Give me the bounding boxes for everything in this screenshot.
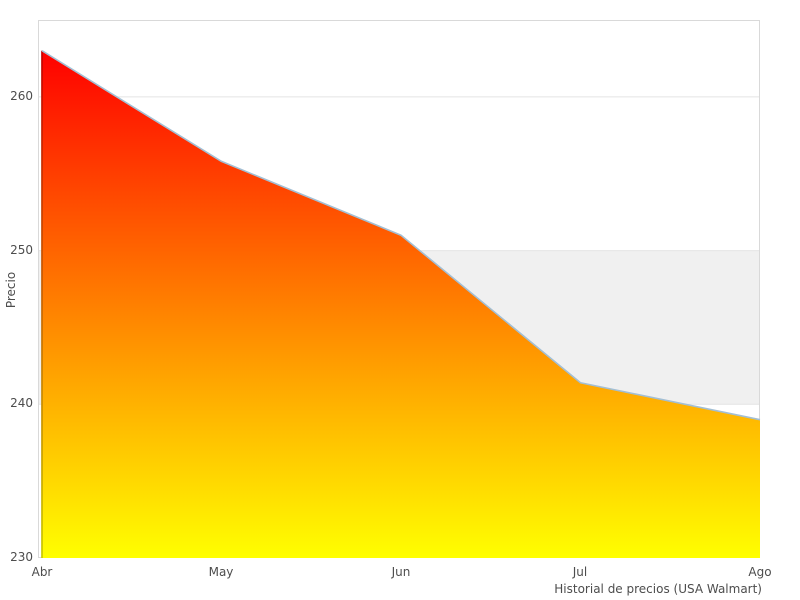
- x-tick-ago: Ago: [748, 565, 772, 579]
- y-tick-240: 240: [10, 396, 33, 410]
- price-line: [41, 50, 761, 421]
- y-tick-230: 230: [10, 550, 33, 564]
- x-tick-may: May: [208, 565, 234, 579]
- area-fill: [42, 50, 760, 558]
- area-left-edge: [41, 50, 43, 558]
- x-tick-abr: Abr: [31, 565, 53, 579]
- y-tick-260: 260: [10, 89, 33, 103]
- x-tick-jun: Jun: [391, 565, 411, 579]
- x-tick-jul: Jul: [572, 565, 588, 579]
- chart-caption: Historial de precios (USA Walmart): [554, 582, 762, 596]
- y-axis-title-text: Precio: [4, 271, 18, 309]
- y-tick-250: 250: [10, 243, 33, 257]
